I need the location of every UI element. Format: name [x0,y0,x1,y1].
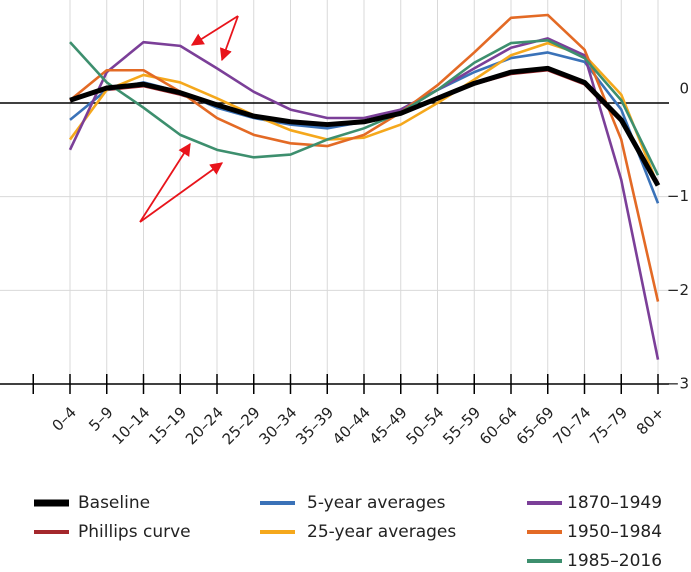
series-line [69,65,661,187]
series-line [68,37,660,360]
x-tick-label: 20–24 [182,403,227,448]
x-tick-label: 75–79 [586,403,631,448]
series-line [69,38,660,176]
x-tick-label: 30–34 [255,403,300,448]
x-tick-label: 55–59 [439,403,484,448]
y-tick-label: −3 [667,375,689,393]
x-tick-label: 25–29 [219,403,264,448]
y-tick-label: −1 [667,187,689,205]
x-tick-label: 35–39 [292,403,337,448]
x-tick-label: 10–14 [108,403,153,448]
x-tick-label: 0–4 [48,403,80,435]
y-tick-label: 0 [679,80,689,98]
x-tick-label: 50–54 [402,403,447,448]
x-tick-label: 5–9 [85,403,117,435]
series-line [69,13,660,302]
legend-label: 25-year averages [307,522,456,542]
legend-label: 1985–2016 [567,551,662,571]
x-tick-label: 80+ [633,403,668,438]
x-tick-label: 15–19 [145,403,190,448]
legend-label: Baseline [78,493,150,513]
x-tick-label: 60–64 [476,403,521,448]
y-tick-label: −2 [667,281,689,299]
legend-label: 5-year averages [307,493,446,513]
x-tick-label: 45–49 [366,403,411,448]
x-tick-label: 40–44 [329,403,374,448]
legend-label: 1950–1984 [567,522,662,542]
legend-label: 1870–1949 [567,493,662,513]
x-tick-label: 70–74 [549,403,594,448]
x-tick-label: 65–69 [513,403,558,448]
legend-label: Phillips curve [78,522,191,542]
annotation-arrows [139,15,239,223]
